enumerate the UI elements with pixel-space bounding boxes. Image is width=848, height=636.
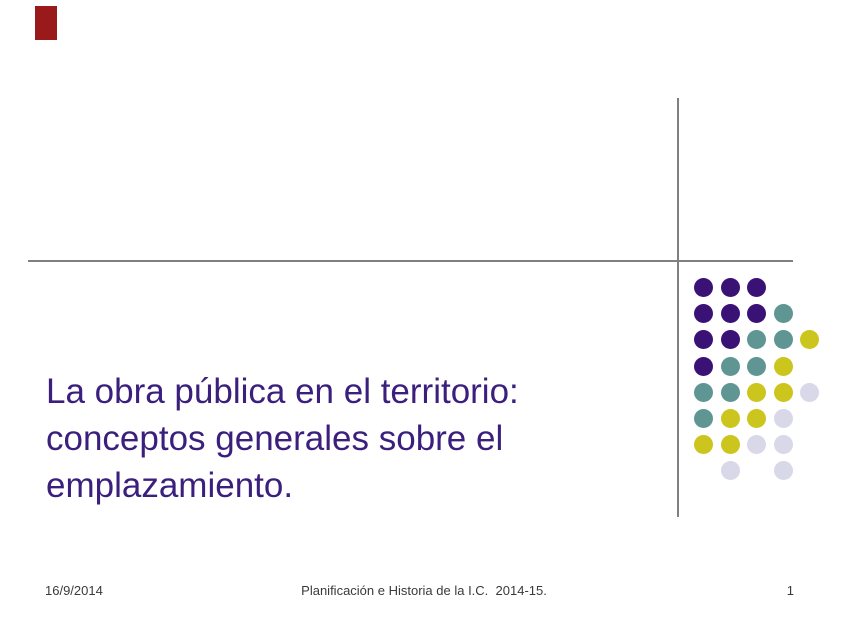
- dot-lavender: [773, 461, 793, 481]
- dot-purple: [694, 330, 713, 350]
- vertical-rule: [677, 98, 679, 517]
- dot-lavender: [800, 382, 819, 402]
- dot-yellow: [720, 409, 740, 428]
- dot-purple: [747, 278, 766, 297]
- dot-lavender: [747, 435, 766, 455]
- dot-yellow: [694, 435, 713, 455]
- footer-page-number: 1: [786, 583, 794, 598]
- slide-title-line-3: emplazamiento.: [46, 466, 294, 505]
- dot-teal: [773, 304, 793, 324]
- dot-purple: [694, 304, 713, 324]
- dot-yellow: [747, 382, 766, 402]
- dot-grid-decoration: [694, 278, 844, 493]
- dot-lavender: [773, 435, 793, 455]
- dot-teal: [694, 409, 713, 428]
- dot-purple: [694, 356, 713, 376]
- footer-course-label: Planificación e Historia de la I.C. 2014…: [301, 583, 547, 598]
- dot-teal: [720, 382, 740, 402]
- dot-lavender: [773, 409, 793, 428]
- dot-teal: [747, 330, 766, 350]
- slide-title-line-2: conceptos generales sobre el: [46, 419, 504, 458]
- dot-lavender: [720, 461, 740, 481]
- dot-purple: [720, 330, 740, 350]
- dot-teal: [694, 382, 713, 402]
- dot-yellow: [747, 409, 766, 428]
- dot-teal: [720, 356, 740, 376]
- dot-teal: [773, 330, 793, 350]
- footer-date: 16/9/2014: [45, 583, 103, 598]
- dot-yellow: [720, 435, 740, 455]
- slide-title-line-1: La obra pública en el territorio:: [46, 372, 519, 411]
- dot-purple: [720, 304, 740, 324]
- dot-teal: [747, 356, 766, 376]
- horizontal-rule: [28, 260, 793, 262]
- dot-purple: [720, 278, 740, 297]
- dot-purple: [694, 278, 713, 297]
- dot-yellow: [773, 382, 793, 402]
- dot-yellow: [773, 356, 793, 376]
- dot-yellow: [800, 330, 819, 350]
- dot-purple: [747, 304, 766, 324]
- slide-title: La obra pública en el territorio: concep…: [46, 368, 646, 509]
- red-accent-bar: [35, 6, 57, 40]
